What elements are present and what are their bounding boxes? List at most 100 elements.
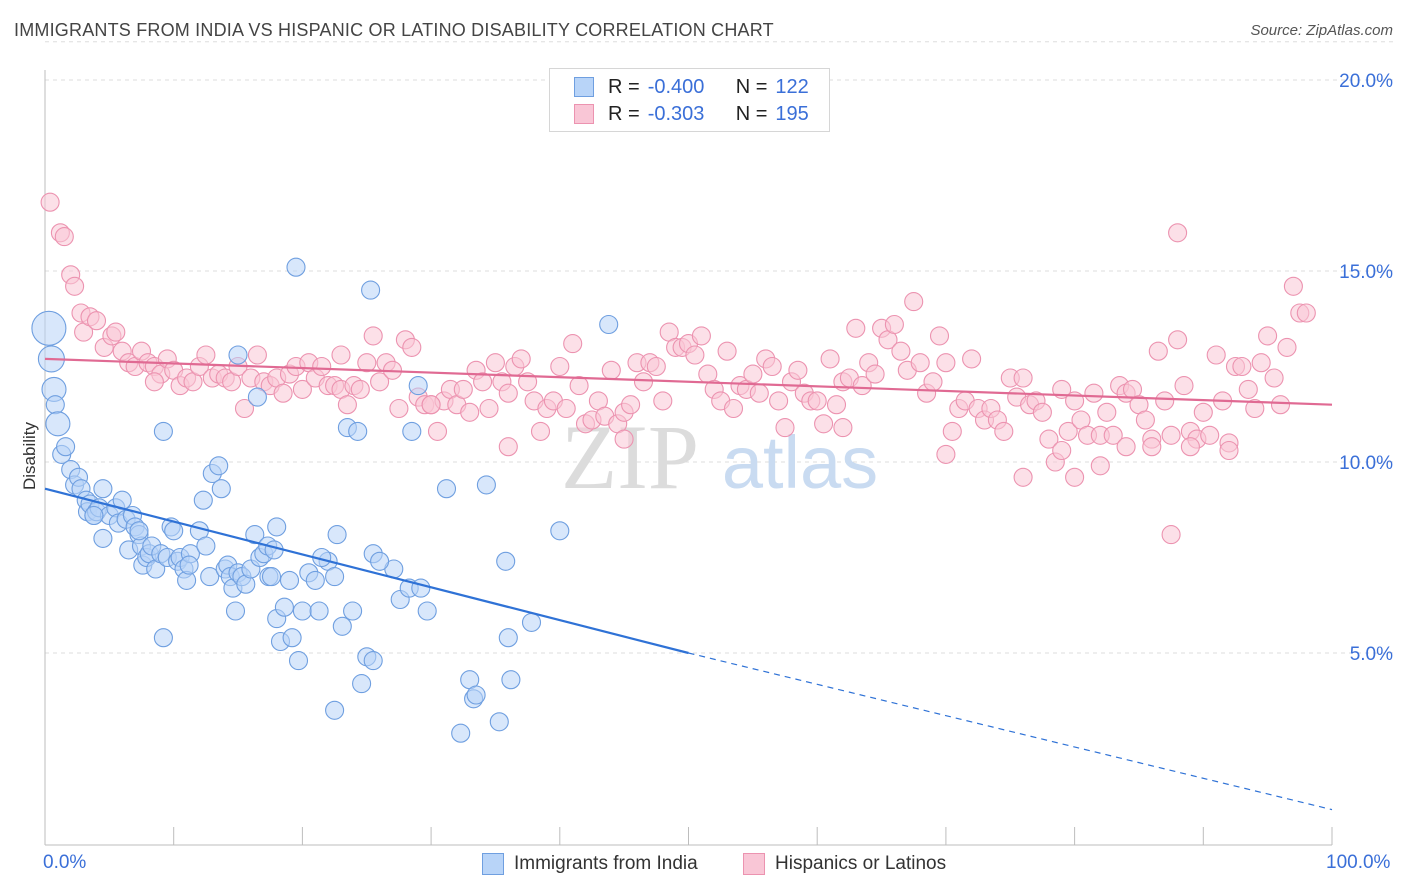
india-point xyxy=(370,551,390,571)
india-point xyxy=(343,601,363,621)
hispanics-point xyxy=(331,345,351,365)
hispanics-point xyxy=(247,345,267,365)
india-point xyxy=(327,525,347,545)
hispanics-point xyxy=(1135,410,1155,430)
hispanics-point xyxy=(884,314,904,335)
watermark: ZIP atlas xyxy=(561,406,878,508)
hispanics-point xyxy=(65,276,85,296)
hispanics-point xyxy=(1174,376,1194,396)
india-point xyxy=(325,700,345,720)
hispanics-point xyxy=(717,341,737,361)
india-point xyxy=(153,421,173,441)
hispanics-point xyxy=(1238,379,1258,399)
hispanics-point xyxy=(1155,391,1175,411)
legend-swatch-hispanics xyxy=(574,104,594,124)
hispanics-point xyxy=(846,318,866,338)
india-point xyxy=(436,479,457,499)
india-point xyxy=(45,411,71,437)
hispanics-point xyxy=(337,395,357,415)
hispanics-point xyxy=(910,353,930,373)
india-point xyxy=(466,685,486,705)
india-point xyxy=(164,521,184,541)
india-point xyxy=(245,525,265,545)
hispanics-point xyxy=(234,398,255,419)
legend-row-india: R = -0.400 N = 122 xyxy=(574,75,809,99)
india-point xyxy=(261,567,282,587)
legend: R = -0.400 N = 122 R = -0.303 N = 195 xyxy=(549,68,830,132)
hispanics-point xyxy=(1103,425,1123,445)
hispanics-point xyxy=(1200,425,1220,445)
series-india-points xyxy=(31,257,619,743)
source-label: Source: ZipAtlas.com xyxy=(1250,22,1393,39)
y-tick-labels: 5.0% 10.0% 15.0% 20.0% xyxy=(1339,71,1393,665)
hispanics-point xyxy=(1206,345,1226,365)
india-point xyxy=(292,601,312,621)
legend-r-label: R = xyxy=(608,102,640,125)
hispanics-point xyxy=(550,356,570,377)
india-point xyxy=(153,628,173,648)
hispanics-point xyxy=(775,418,795,438)
legend-n-value: 122 xyxy=(775,75,809,98)
india-point xyxy=(286,257,306,277)
india-point xyxy=(247,387,267,407)
hispanics-point xyxy=(273,383,293,403)
hispanics-point xyxy=(833,418,853,438)
legend-r-label: R = xyxy=(608,75,640,98)
x-tick-label-min: 0.0% xyxy=(43,852,87,873)
hispanics-point xyxy=(370,372,390,392)
bottom-legend-label-hispanics: Hispanics or Latinos xyxy=(775,853,947,874)
hispanics-point xyxy=(1258,326,1278,346)
hispanics-point xyxy=(1193,402,1213,422)
hispanics-point xyxy=(106,322,126,342)
india-point xyxy=(305,570,325,590)
india-point xyxy=(225,601,246,621)
bottom-legend-swatch-india xyxy=(482,853,504,875)
legend-r-value: -0.400 xyxy=(647,75,705,98)
trend-line-india xyxy=(44,487,689,655)
india-point xyxy=(267,517,287,537)
y-axis-title: Disability xyxy=(20,421,39,491)
hispanics-point xyxy=(942,421,962,441)
india-point xyxy=(274,597,294,617)
hispanics-point xyxy=(1058,421,1078,441)
india-point xyxy=(408,376,428,396)
india-point xyxy=(363,651,383,671)
hispanics-point xyxy=(1168,330,1188,350)
hispanics-point xyxy=(1084,383,1104,403)
hispanics-point xyxy=(723,398,744,419)
india-point xyxy=(200,567,220,587)
hispanics-point xyxy=(1097,402,1117,422)
hispanics-point xyxy=(402,337,422,357)
india-point xyxy=(325,567,345,587)
india-point xyxy=(348,421,368,441)
hispanics-point xyxy=(1161,425,1181,445)
hispanics-point xyxy=(1296,303,1316,323)
hispanics-point xyxy=(473,372,493,392)
hispanics-point xyxy=(479,398,499,419)
hispanics-point xyxy=(530,421,551,441)
india-point xyxy=(279,570,300,590)
bottom-legend-swatch-hispanics xyxy=(743,853,765,875)
india-point xyxy=(352,674,372,694)
hispanics-point xyxy=(1283,276,1303,296)
trend-lines xyxy=(44,357,1333,811)
legend-r-value: -0.303 xyxy=(647,102,705,125)
hispanics-point xyxy=(511,349,531,369)
hispanics-point xyxy=(904,292,924,312)
legend-n-label: N = xyxy=(735,102,768,125)
hispanics-point xyxy=(852,376,872,396)
hispanics-point xyxy=(54,227,74,247)
hispanics-point xyxy=(196,345,216,365)
hispanics-point xyxy=(1232,356,1252,377)
india-point xyxy=(489,712,509,732)
hispanics-point xyxy=(601,360,621,380)
hispanics-point xyxy=(1090,456,1110,476)
hispanics-point xyxy=(820,349,840,369)
india-point xyxy=(31,310,67,346)
hispanics-point xyxy=(427,421,448,441)
india-point xyxy=(179,555,199,575)
hispanics-point xyxy=(762,356,782,377)
india-point xyxy=(93,479,113,499)
hispanics-point xyxy=(421,395,441,415)
